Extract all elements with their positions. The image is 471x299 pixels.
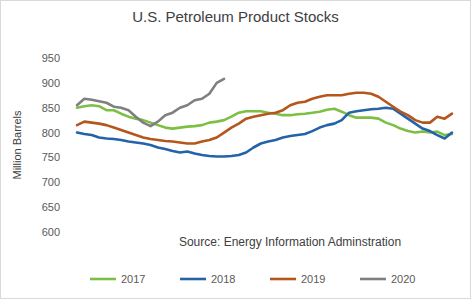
y-tick-label: 950 [42, 52, 60, 64]
tick-mark [71, 182, 74, 183]
annotation: Source: Energy Information Adminstration [179, 235, 401, 249]
y-tick-label: 750 [42, 151, 60, 163]
tick-mark [71, 157, 74, 158]
title: U.S. Petroleum Product Stocks [132, 8, 339, 25]
tick-mark [71, 58, 74, 59]
y-tick-label: 600 [42, 226, 60, 238]
y-tick-label: 900 [42, 77, 60, 89]
y-tick-label: 700 [42, 176, 60, 188]
legend-swatch [270, 278, 296, 281]
legend-label: 2018 [211, 273, 235, 285]
series-line [77, 79, 224, 126]
chart-frame [1, 1, 471, 299]
legend-label: 2017 [121, 273, 145, 285]
series-line [77, 93, 452, 144]
chart: U.S. Petroleum Product Stocks Million Bar… [0, 0, 471, 299]
legend-label: 2020 [391, 273, 415, 285]
tick-mark [71, 232, 74, 233]
tick-mark [71, 132, 74, 133]
y-tick-label: 800 [42, 127, 60, 139]
legend-label: 2019 [301, 273, 325, 285]
plot-area [77, 79, 452, 157]
legend-swatch [360, 278, 386, 281]
tick-mark [71, 82, 74, 83]
tick-mark [71, 107, 74, 108]
legend-swatch [180, 278, 206, 281]
y-tick-label: 650 [42, 201, 60, 213]
y-tick-label: 850 [42, 102, 60, 114]
legend-swatch [90, 278, 116, 281]
tick-mark [71, 207, 74, 208]
y-axis-label: Million Barrels [11, 110, 23, 180]
